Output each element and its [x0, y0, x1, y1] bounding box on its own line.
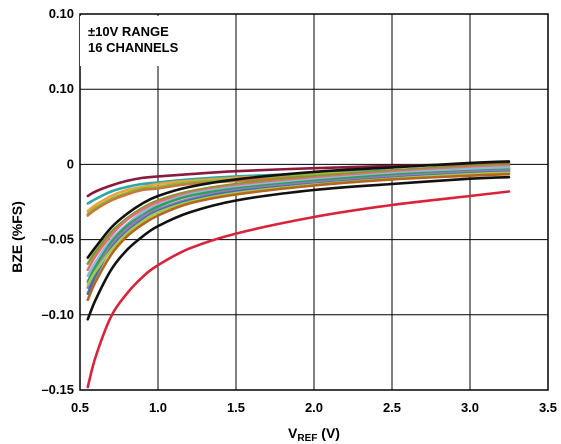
series-line: [86, 172, 511, 302]
annotation-background: [80, 16, 230, 66]
y-tick-labels: 0.10 0.10 0 –0.05 –0.10 –0.15: [41, 6, 74, 397]
annotation-line-2: 16 CHANNELS: [88, 40, 179, 55]
x-tick-label: 1.0: [149, 400, 167, 415]
grid-lines: [80, 14, 548, 390]
data-series: [86, 160, 511, 389]
x-axis-title-main: V: [288, 425, 298, 441]
x-tick-label: 3.0: [461, 400, 479, 415]
x-tick-label: 0.5: [71, 400, 89, 415]
series-line: [86, 168, 511, 283]
annotation-line-1: ±10V RANGE: [88, 24, 169, 39]
series-line: [86, 163, 511, 265]
y-tick-label: –0.10: [41, 307, 74, 322]
x-tick-label: 1.5: [227, 400, 245, 415]
plot-frame: [79, 13, 549, 391]
y-tick-label: 0.10: [49, 81, 74, 96]
series-line: [86, 175, 511, 321]
y-tick-label: 0.10: [49, 6, 74, 21]
x-tick-label: 2.5: [383, 400, 401, 415]
series-line: [86, 190, 511, 389]
y-axis-title: BZE (%FS): [9, 201, 25, 273]
series-line: [86, 160, 511, 259]
y-tick-label: 0: [67, 156, 74, 171]
series-line: [86, 169, 511, 289]
x-axis-title-subscript: REF: [297, 433, 317, 444]
series-line: [86, 166, 511, 277]
y-tick-label: –0.15: [41, 382, 74, 397]
x-tick-labels: 0.5 1.0 1.5 2.0 2.5 3.0 3.5: [71, 400, 557, 415]
x-tick-label: 3.5: [539, 400, 557, 415]
x-axis-title: VREF (V): [288, 425, 340, 444]
x-axis-title-unit: (V): [317, 425, 340, 441]
x-tick-label: 2.0: [305, 400, 323, 415]
series-line: [86, 164, 511, 271]
y-tick-label: –0.05: [41, 232, 74, 247]
